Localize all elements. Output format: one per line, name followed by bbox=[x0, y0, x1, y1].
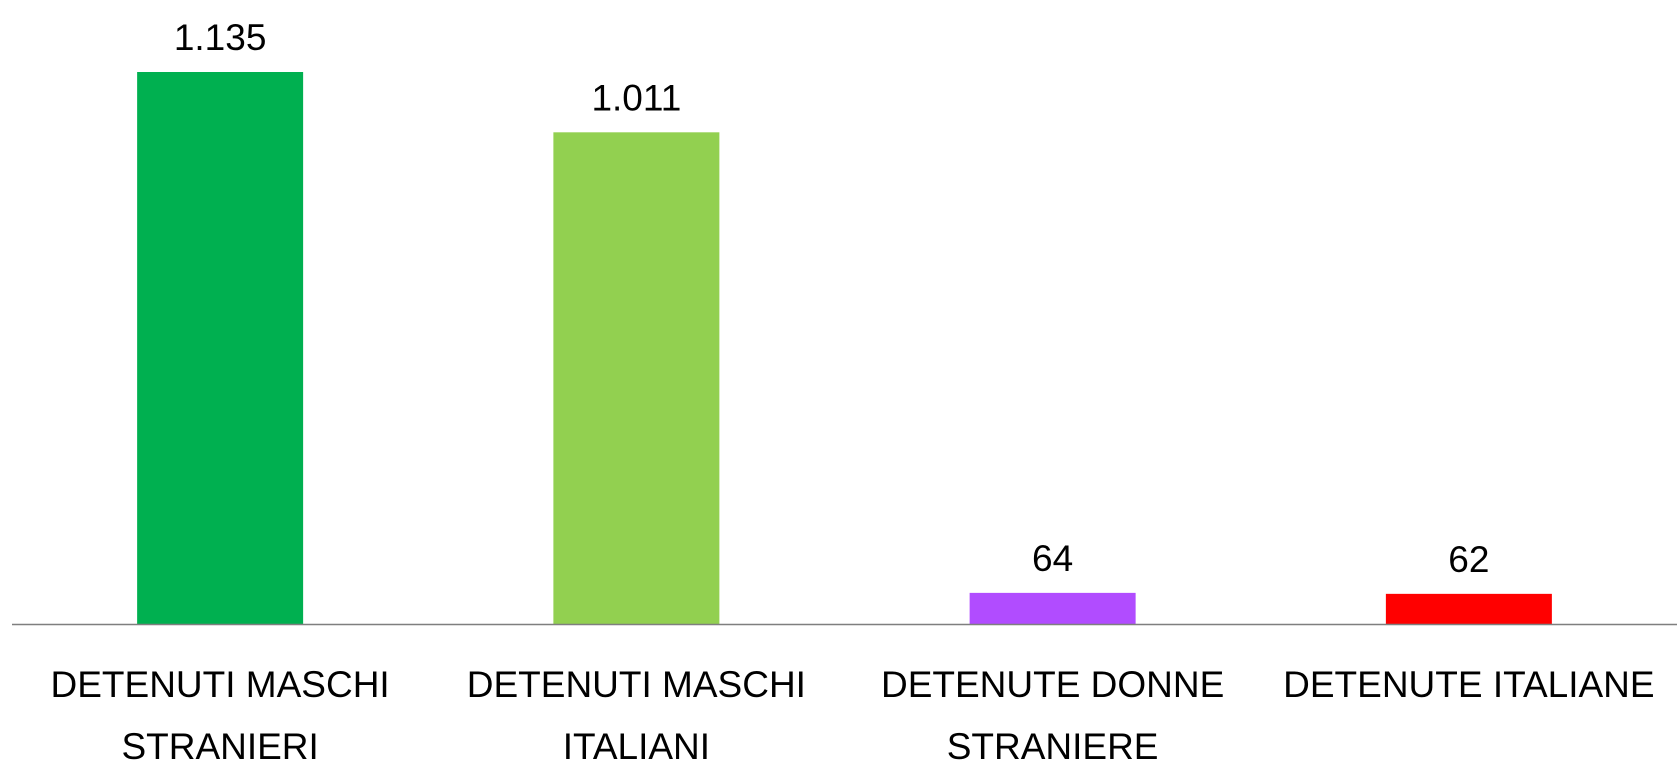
x-tick-label: DETENUTI MASCHI ITALIANI bbox=[466, 664, 806, 767]
data-label: 64 bbox=[1032, 538, 1073, 579]
bar bbox=[137, 72, 304, 624]
data-label: 1.135 bbox=[174, 17, 267, 58]
x-tick-label: DETENUTE DONNE STRANIERE bbox=[880, 664, 1225, 767]
x-tick-label: DETENUTE ITALIANE bbox=[1283, 664, 1655, 705]
data-label: 1.011 bbox=[591, 77, 681, 118]
bar bbox=[1385, 593, 1552, 624]
x-tick-label: DETENUTI MASCHI STRANIERI bbox=[50, 664, 390, 767]
bar bbox=[553, 132, 720, 624]
bar bbox=[969, 592, 1136, 624]
data-label: 62 bbox=[1448, 539, 1489, 580]
